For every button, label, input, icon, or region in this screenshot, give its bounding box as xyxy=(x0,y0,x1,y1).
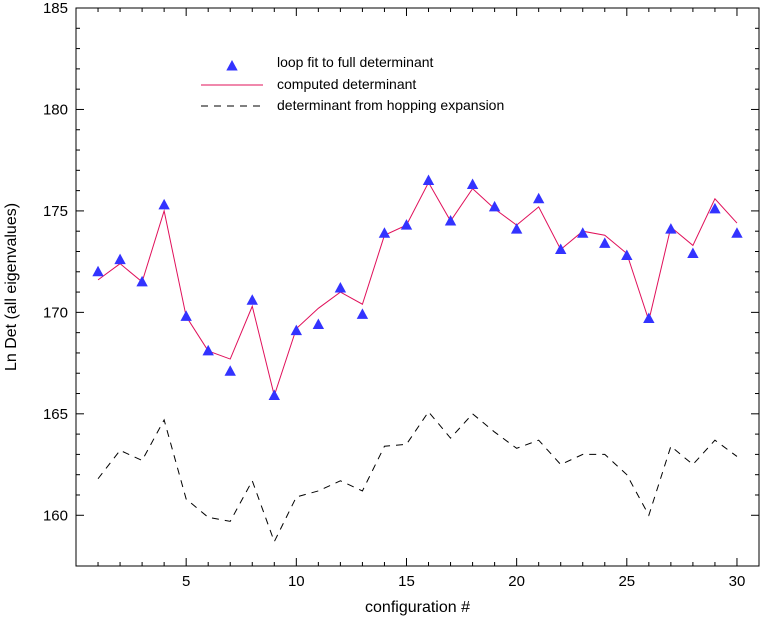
triangle-marker xyxy=(92,265,104,277)
triangle-marker xyxy=(136,275,148,287)
triangle-marker xyxy=(709,202,721,214)
y-tick-label: 165 xyxy=(43,406,68,423)
x-tick-label: 20 xyxy=(508,573,525,590)
triangle-marker xyxy=(599,237,611,248)
triangle-marker xyxy=(202,344,214,356)
legend: loop fit to full determinant computed det… xyxy=(201,54,504,113)
x-axis-title: configuration # xyxy=(365,599,470,616)
legend-label: loop fit to full determinant xyxy=(277,54,434,70)
triangle-marker xyxy=(400,219,413,230)
series-layer xyxy=(92,174,743,543)
triangle-marker xyxy=(268,389,280,401)
y-axis-ticks: 160 165 170 175 180 185 xyxy=(43,0,759,524)
triangle-marker xyxy=(290,324,303,336)
y-tick-label: 175 xyxy=(43,203,68,220)
x-tick-label: 10 xyxy=(288,573,305,590)
legend-label: computed determinant xyxy=(277,76,416,92)
triangle-marker xyxy=(555,243,567,254)
series-line-1 xyxy=(97,181,738,398)
y-tick-label: 180 xyxy=(43,101,68,118)
triangle-marker xyxy=(665,223,677,234)
triangle-marker xyxy=(577,227,589,238)
triangle-marker xyxy=(114,253,126,265)
x-tick-label: 5 xyxy=(182,573,190,590)
triangle-marker xyxy=(444,215,457,226)
triangle-marker xyxy=(224,365,236,376)
triangle-marker xyxy=(334,282,347,293)
triangle-marker xyxy=(532,192,545,204)
x-tick-label: 30 xyxy=(729,573,746,590)
triangle-marker xyxy=(378,227,391,238)
triangle-marker xyxy=(422,174,435,185)
legend-label: determinant from hopping expansion xyxy=(277,97,504,113)
plot-frame xyxy=(75,7,760,567)
y-axis-title: Ln Det (all eigenvalues) xyxy=(3,203,20,371)
triangle-marker xyxy=(158,198,170,210)
legend-marker-triangle xyxy=(226,60,238,71)
triangle-marker xyxy=(643,312,655,323)
series-line-2 xyxy=(97,410,738,543)
triangle-marker xyxy=(246,294,258,305)
x-tick-label: 25 xyxy=(618,573,635,590)
triangle-marker xyxy=(731,227,743,238)
y-tick-label: 170 xyxy=(43,304,68,321)
x-axis-ticks: 5 10 15 20 25 30 xyxy=(97,8,746,590)
triangle-marker xyxy=(180,310,192,321)
triangle-marker xyxy=(621,249,633,261)
y-tick-label: 160 xyxy=(43,507,68,524)
triangle-marker xyxy=(466,178,479,190)
triangle-marker xyxy=(356,308,369,319)
y-tick-label: 185 xyxy=(43,0,68,17)
x-tick-label: 15 xyxy=(398,573,415,590)
triangle-marker xyxy=(488,200,501,212)
triangle-marker xyxy=(510,223,523,234)
triangle-marker xyxy=(312,318,325,330)
triangle-marker xyxy=(687,247,699,259)
